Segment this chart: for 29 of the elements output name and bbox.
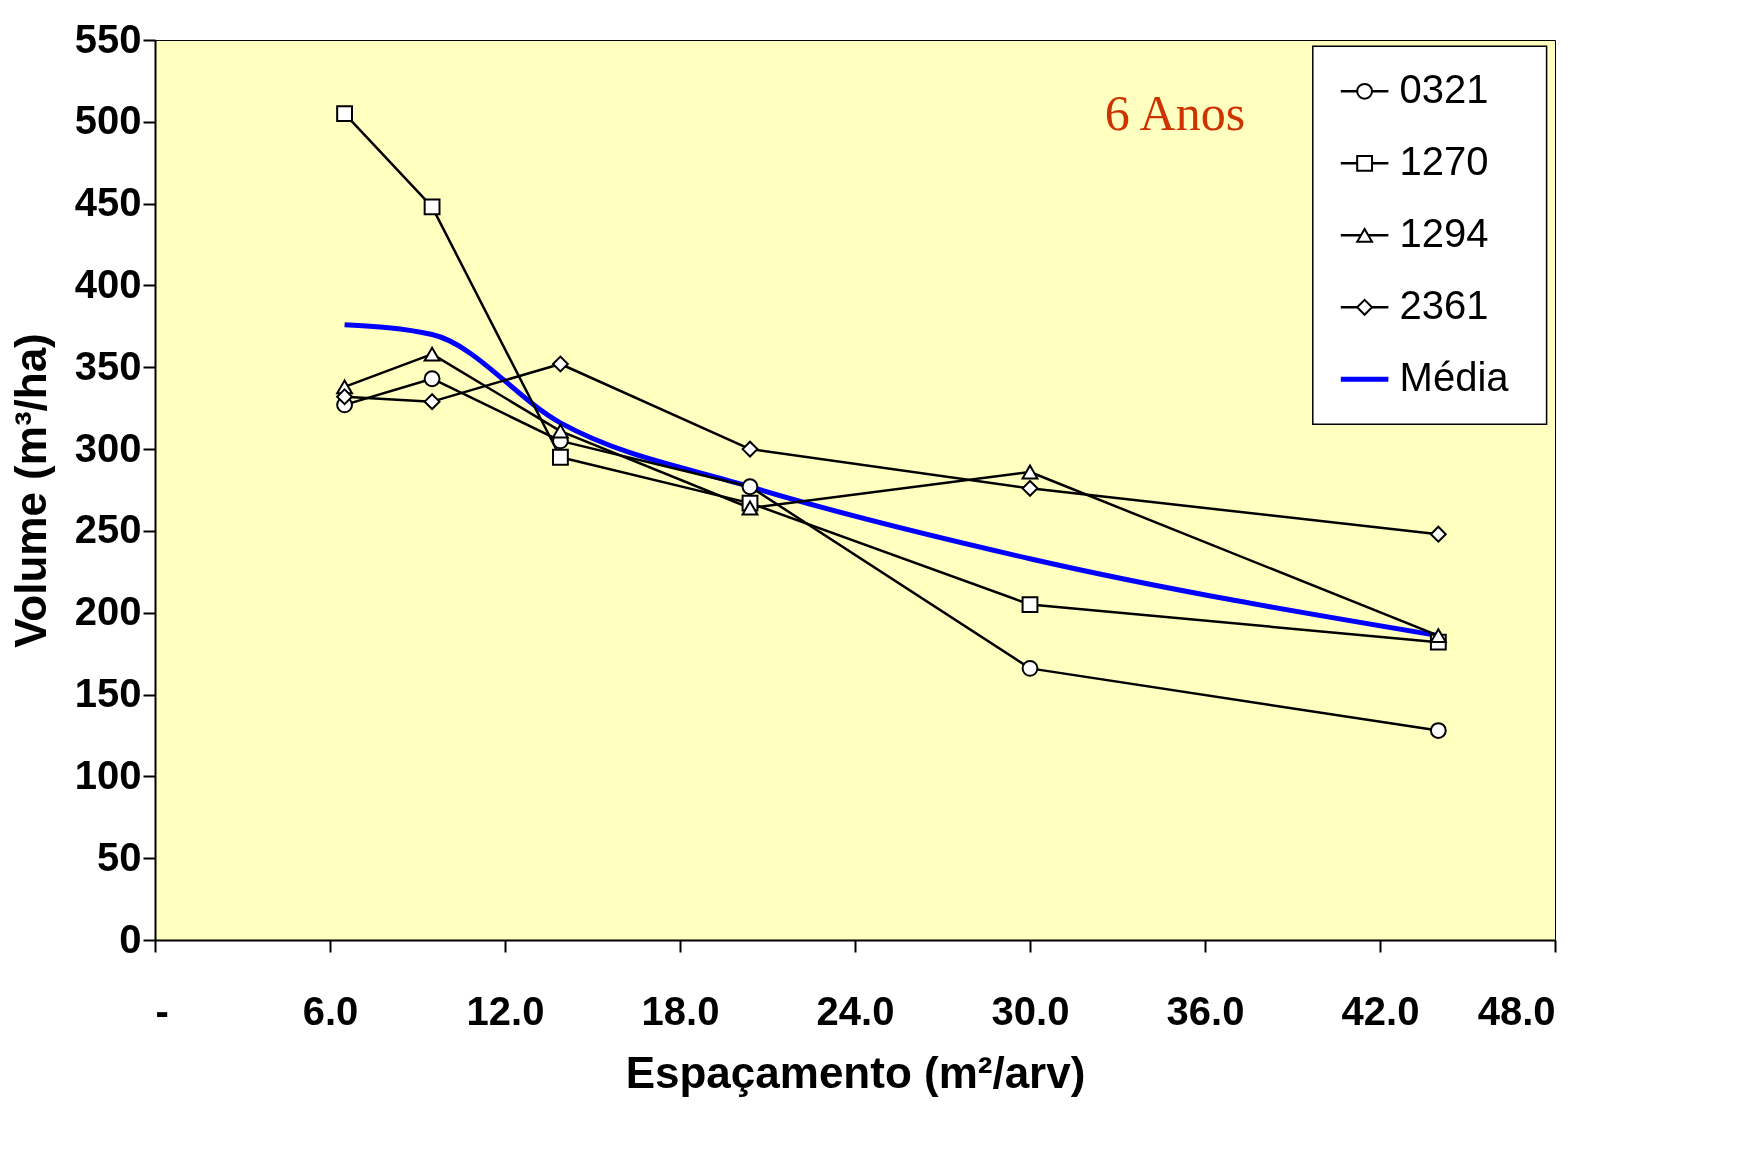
- annotation: 6 Anos: [1104, 85, 1246, 141]
- legend-label: Média: [1399, 355, 1510, 400]
- x-tick-label: 42.0: [1341, 988, 1420, 1033]
- x-tick-label: 48.0: [1477, 988, 1556, 1033]
- y-tick-label: 400: [74, 261, 142, 306]
- y-tick-label: 0: [119, 916, 142, 961]
- y-tick-label: 250: [74, 507, 142, 552]
- x-tick-label: 36.0: [1166, 988, 1245, 1033]
- x-tick-label: 6.0: [302, 988, 359, 1033]
- y-tick-label: 200: [74, 589, 142, 634]
- x-tick-label: 30.0: [991, 988, 1070, 1033]
- legend-label: 1270: [1399, 139, 1489, 184]
- x-tick-label: 12.0: [466, 988, 545, 1033]
- y-tick-label: 350: [74, 343, 142, 388]
- y-tick-label: 150: [74, 671, 142, 716]
- x-tick-label: 24.0: [816, 988, 895, 1033]
- y-tick-label: 500: [74, 98, 142, 143]
- x-tick-label: -: [155, 988, 169, 1033]
- y-tick-label: 100: [74, 752, 142, 797]
- x-tick-label: 18.0: [641, 988, 720, 1033]
- y-tick-label: 300: [74, 425, 142, 470]
- y-tick-label: 50: [97, 834, 142, 879]
- y-tick-label: 450: [74, 180, 142, 225]
- legend-label: 1294: [1399, 211, 1489, 256]
- x-axis-title: Espaçamento (m²/arv): [625, 1047, 1086, 1097]
- legend-label: 0321: [1399, 67, 1489, 112]
- y-tick-label: 550: [74, 16, 142, 61]
- legend-label: 2361: [1399, 283, 1489, 328]
- y-axis-title: Volume (m³/ha): [5, 333, 55, 648]
